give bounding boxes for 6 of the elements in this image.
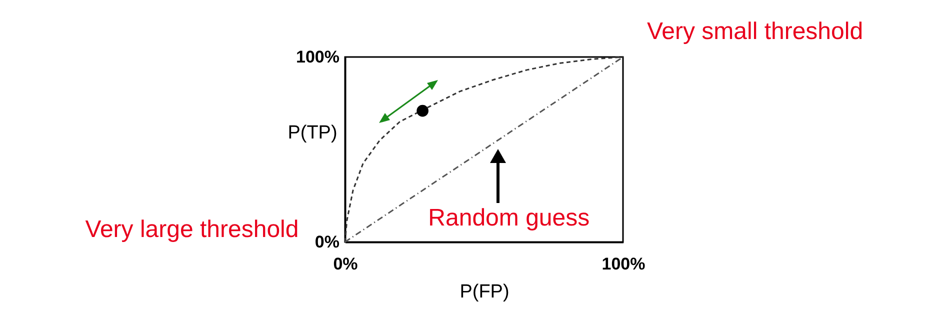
line-series [344,56,624,243]
y-axis-title: P(TP) [288,122,338,144]
annotation: Very small threshold [646,18,864,45]
x-axis-title: P(FP) [460,282,510,302]
annotation: Random guess [428,204,590,232]
annotation: Very large threshold [85,216,299,243]
